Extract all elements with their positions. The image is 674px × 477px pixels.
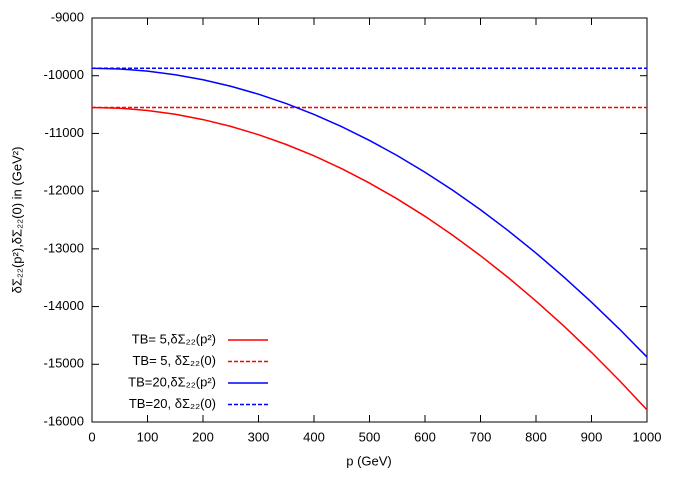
x-tick-label: 100 — [137, 429, 159, 444]
y-tick-label: -12000 — [44, 183, 84, 198]
y-tick-label: -16000 — [44, 413, 84, 428]
x-tick-label: 400 — [303, 429, 325, 444]
x-tick-label: 900 — [581, 429, 603, 444]
y-tick-label: -13000 — [44, 240, 84, 255]
y-tick-label: -15000 — [44, 356, 84, 371]
series-line — [91, 67, 648, 358]
x-axis-label: p (GeV) — [346, 453, 392, 468]
x-tick-label: 0 — [88, 429, 95, 444]
y-axis-label: δΣ₂₂(p²),δΣ₂₂(0) in (GeV²) — [9, 147, 24, 294]
y-tick-label: -9000 — [51, 9, 84, 24]
x-tick-label: 200 — [192, 429, 214, 444]
legend-label: TB= 5,δΣ₂₂(p²) — [132, 331, 216, 346]
y-tick-label: -11000 — [44, 125, 84, 140]
legend-label: TB=20, δΣ₂₂(0) — [129, 396, 216, 411]
x-tick-label: 300 — [248, 429, 270, 444]
x-tick-label: 500 — [359, 429, 381, 444]
series-line — [91, 106, 648, 411]
y-tick-label: -14000 — [44, 298, 84, 313]
x-tick-label: 600 — [414, 429, 436, 444]
x-tick-label: 800 — [525, 429, 547, 444]
x-tick-label: 1000 — [633, 429, 662, 444]
legend-label: TB=20,δΣ₂₂(p²) — [128, 374, 216, 389]
legend-label: TB= 5, δΣ₂₂(0) — [132, 353, 216, 368]
x-tick-label: 700 — [470, 429, 492, 444]
y-tick-label: -10000 — [44, 67, 84, 82]
